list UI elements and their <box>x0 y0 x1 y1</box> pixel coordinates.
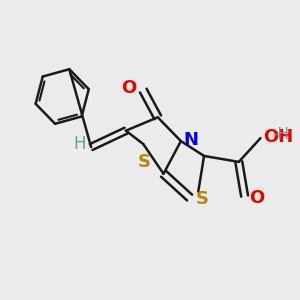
Text: N: N <box>183 130 198 148</box>
Text: OH: OH <box>263 128 293 146</box>
Text: S: S <box>138 153 151 171</box>
Text: -H: -H <box>273 127 290 142</box>
Text: O: O <box>249 189 264 207</box>
Text: H: H <box>74 135 86 153</box>
Text: S: S <box>196 190 209 208</box>
Text: O: O <box>121 79 136 97</box>
